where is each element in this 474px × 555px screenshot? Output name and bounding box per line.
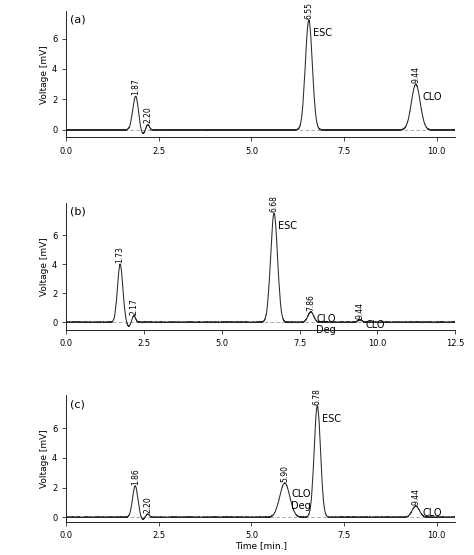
Text: (a): (a): [70, 15, 86, 25]
Text: CLO: CLO: [422, 93, 442, 103]
Text: (b): (b): [70, 207, 86, 217]
Text: CLO: CLO: [365, 320, 385, 330]
Text: ESC: ESC: [313, 28, 332, 38]
Text: CLO
Deg: CLO Deg: [316, 314, 336, 335]
Text: 1.86: 1.86: [131, 468, 140, 485]
Text: 1.87: 1.87: [131, 78, 140, 95]
Text: 2.20: 2.20: [143, 496, 152, 513]
Text: CLO: CLO: [422, 508, 442, 518]
Y-axis label: Voltage [mV]: Voltage [mV]: [40, 429, 49, 488]
Text: ESC: ESC: [322, 413, 341, 423]
Text: 2.20: 2.20: [143, 107, 152, 123]
Text: 2.17: 2.17: [129, 298, 138, 315]
Text: CLO
Deg: CLO Deg: [292, 489, 311, 511]
X-axis label: Time [min.]: Time [min.]: [235, 541, 287, 550]
Text: (c): (c): [70, 399, 85, 409]
Text: 9.44: 9.44: [411, 66, 420, 83]
Text: ESC: ESC: [278, 221, 297, 231]
Y-axis label: Voltage [mV]: Voltage [mV]: [40, 237, 49, 296]
Text: 6.68: 6.68: [270, 195, 279, 212]
Text: 9.44: 9.44: [411, 488, 420, 505]
Text: 6.78: 6.78: [313, 387, 322, 405]
Text: 5.90: 5.90: [280, 465, 289, 482]
Text: 1.73: 1.73: [116, 246, 125, 263]
Y-axis label: Voltage [mV]: Voltage [mV]: [40, 45, 49, 104]
Text: 6.55: 6.55: [304, 2, 313, 19]
Text: 9.44: 9.44: [356, 301, 365, 319]
Text: 7.86: 7.86: [306, 294, 315, 311]
